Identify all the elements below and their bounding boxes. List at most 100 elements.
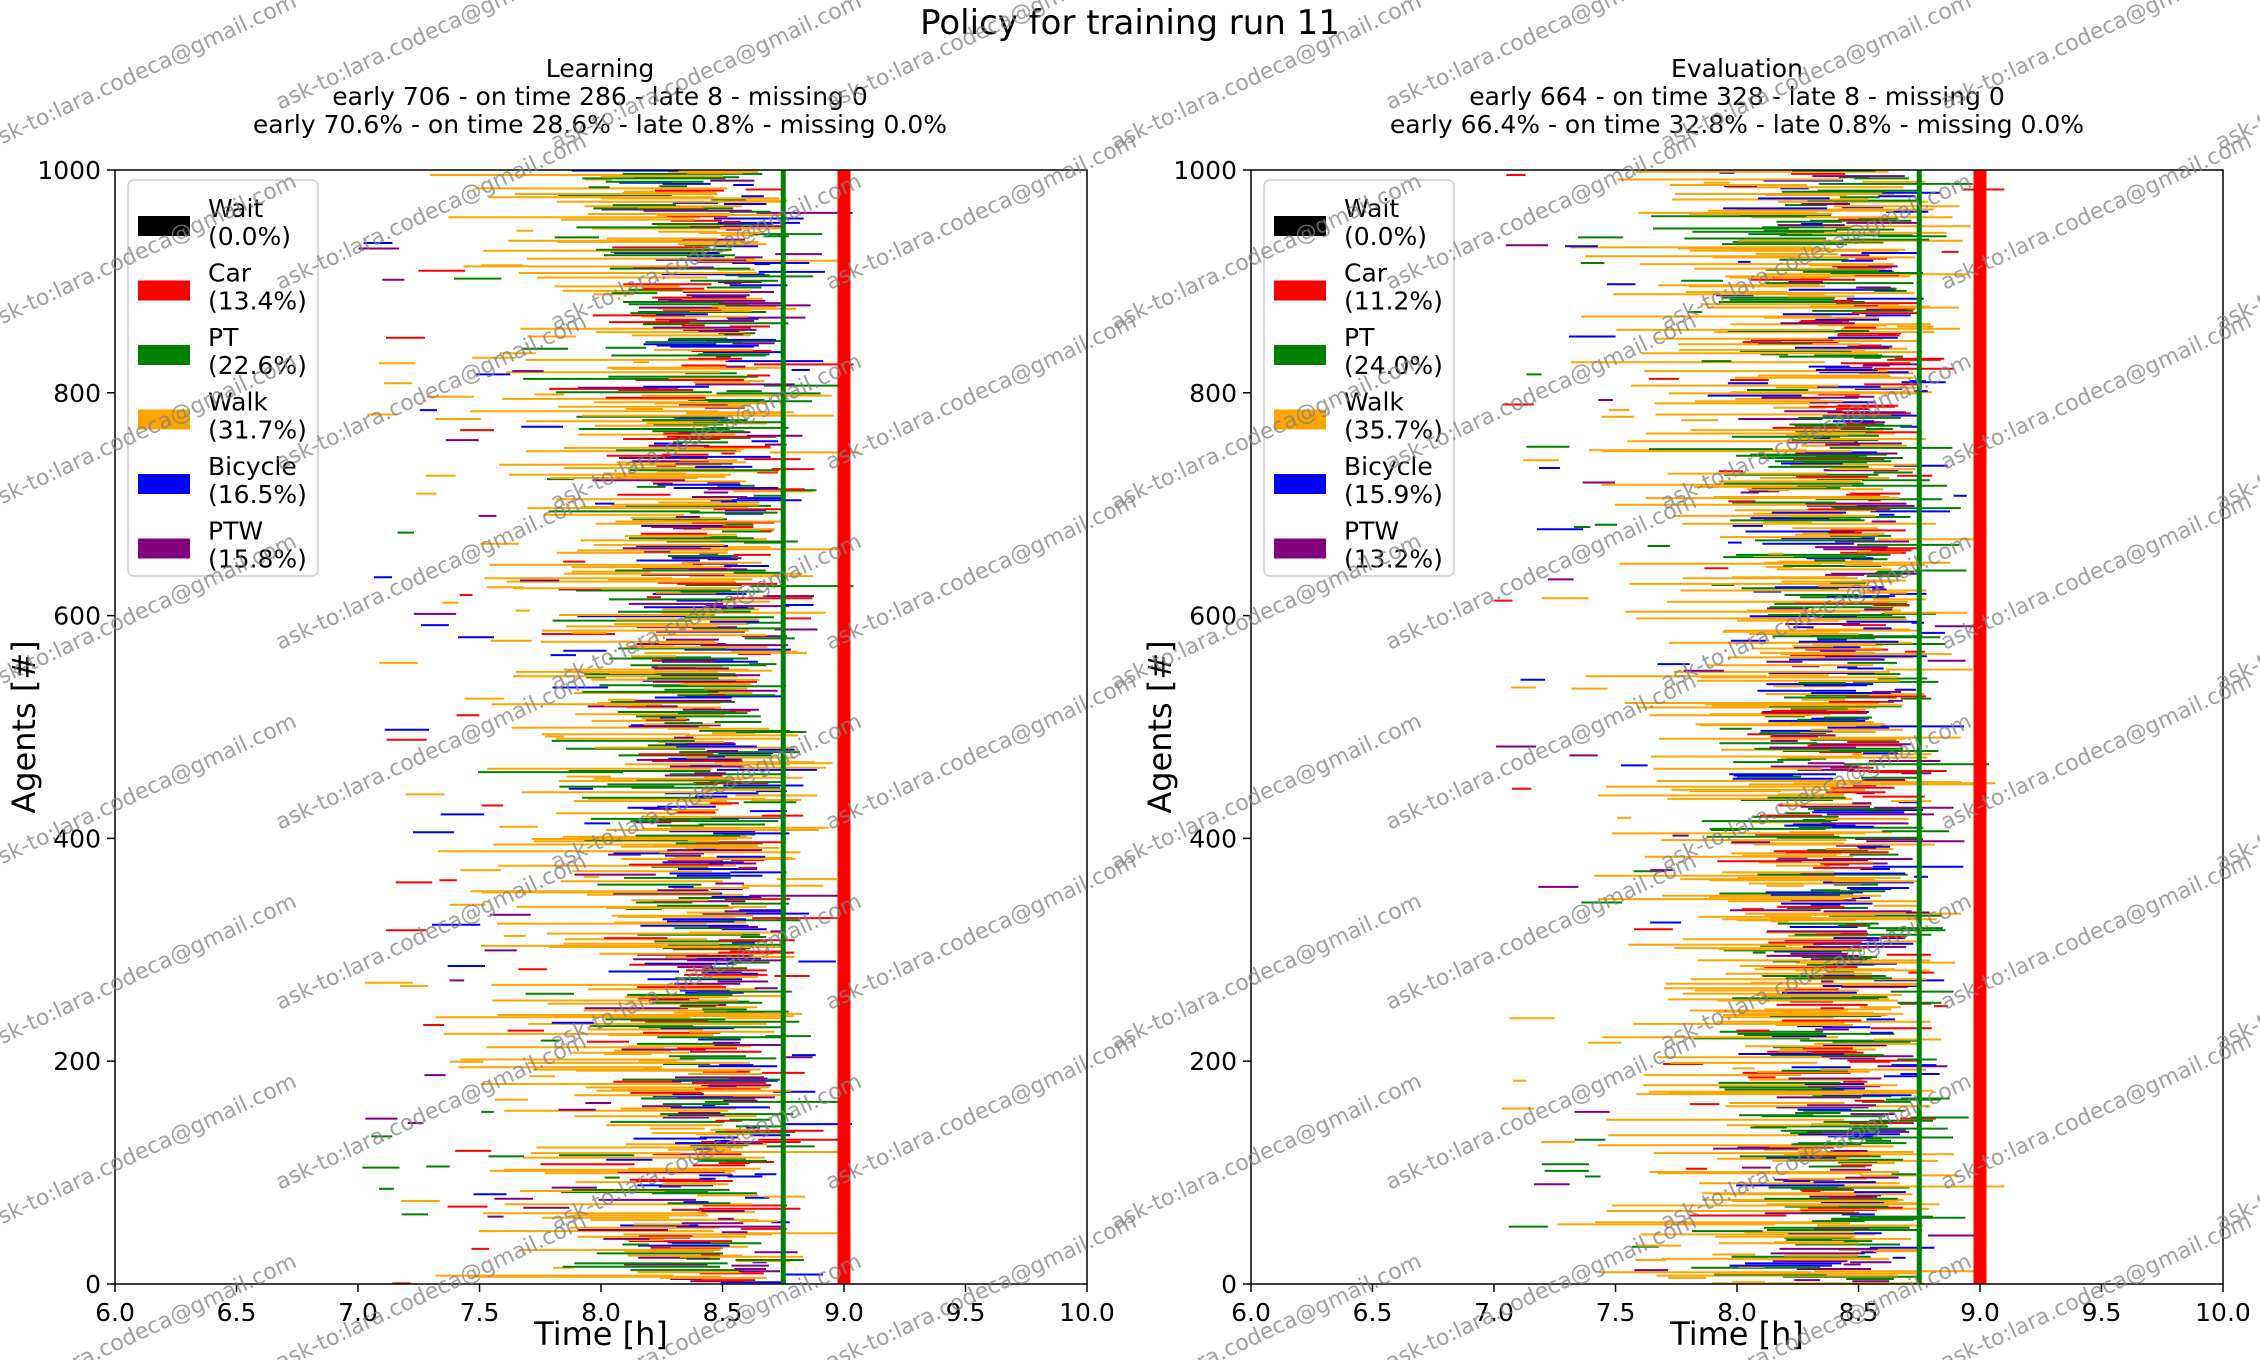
x-tick-label: 6.0 — [95, 1298, 135, 1327]
x-tick-label: 9.0 — [1960, 1298, 2000, 1327]
watermark-text: ask-to:lara.codeca@gmail.com — [822, 669, 1141, 835]
watermark-text: ask-to:lara.codeca@gmail.com — [2212, 169, 2260, 335]
x-tick-label: 6.0 — [1231, 1298, 1271, 1327]
watermark-text: ask-to:lara.codeca@gmail.com — [822, 309, 1141, 475]
y-tick-label: 0 — [85, 1270, 101, 1299]
legend-label: Bicycle — [1344, 452, 1433, 481]
legend-label: Wait — [1344, 194, 1399, 223]
legend-swatch-bicycle — [1274, 474, 1326, 494]
watermark-text: ask-to:lara.codeca@gmail.com — [2212, 529, 2260, 695]
watermark-text: ask-to:lara.codeca@gmail.com — [1107, 1069, 1426, 1235]
watermark-text: ask-to:lara.codeca@gmail.com — [1107, 889, 1426, 1055]
legend-label: Bicycle — [208, 452, 297, 481]
x-tick-label: 9.0 — [824, 1298, 864, 1327]
legend-share: (13.2%) — [1344, 545, 1443, 574]
legend-label: PT — [1344, 323, 1375, 352]
watermark-text: ask-to:lara.codeca@gmail.com — [0, 1069, 301, 1235]
watermark-text: ask-to:lara.codeca@gmail.com — [1382, 669, 1701, 835]
x-tick-label: 10.0 — [1059, 1298, 1115, 1327]
legend-swatch-pt — [1274, 345, 1326, 365]
subplot-summary-line: early 70.6% - on time 28.6% - late 0.8% … — [253, 110, 947, 139]
watermark-text: ask-to:lara.codeca@gmail.com — [2212, 349, 2260, 515]
watermark-text: ask-to:lara.codeca@gmail.com — [822, 1029, 1141, 1195]
watermark-text: ask-to:lara.codeca@gmail.com — [2212, 0, 2260, 155]
legend-share: (22.6%) — [208, 351, 307, 380]
legend-share: (0.0%) — [1344, 222, 1427, 251]
x-tick-label: 6.5 — [217, 1298, 257, 1327]
legend-share: (16.5%) — [208, 480, 307, 509]
subplot-title: Evaluation — [1671, 54, 1803, 83]
legend-swatch-wait — [138, 216, 190, 236]
subplot-title: Learning — [546, 54, 655, 83]
x-tick-label: 9.5 — [2082, 1298, 2122, 1327]
legend-label: Wait — [208, 194, 263, 223]
watermark-text: ask-to:lara.codeca@gmail.com — [2212, 1069, 2260, 1235]
subplot-summary-line: early 706 - on time 286 - late 8 - missi… — [332, 82, 868, 111]
legend-swatch-ptw — [138, 538, 190, 559]
watermark-text: ask-to:lara.codeca@gmail.com — [822, 129, 1141, 295]
watermark-text: ask-to:lara.codeca@gmail.com — [0, 889, 301, 1055]
x-tick-label: 8.0 — [1717, 1298, 1757, 1327]
legend-label: Walk — [1344, 388, 1404, 417]
legend-label: PTW — [1344, 517, 1399, 546]
watermark-text: ask-to:lara.codeca@gmail.com — [1382, 1029, 1701, 1195]
legend-swatch-ptw — [1274, 538, 1326, 559]
legend-swatch-walk — [1274, 409, 1326, 430]
watermark-text: ask-to:lara.codeca@gmail.com — [2212, 709, 2260, 875]
legend-share: (11.2%) — [1344, 287, 1443, 316]
legend-share: (13.4%) — [208, 287, 307, 316]
legend-swatch-bicycle — [138, 474, 190, 494]
legend-label: PTW — [208, 517, 263, 546]
y-tick-label: 400 — [1189, 824, 1237, 853]
y-tick-label: 200 — [1189, 1047, 1237, 1076]
legend-label: Car — [208, 259, 252, 288]
legend-swatch-car — [138, 280, 190, 301]
x-tick-label: 10.0 — [2195, 1298, 2251, 1327]
watermark-text: ask-to:lara.codeca@gmail.com — [1657, 349, 1976, 515]
legend-swatch-walk — [138, 409, 190, 430]
y-tick-label: 200 — [53, 1047, 101, 1076]
trip-bars — [358, 169, 859, 1285]
y-tick-label: 400 — [53, 824, 101, 853]
legend-share: (15.8%) — [208, 545, 307, 574]
legend-label: PT — [208, 323, 239, 352]
legend-share: (35.7%) — [1344, 416, 1443, 445]
legend: Wait(0.0%) Car(11.2%) PT(24.0%) Walk(35.7%)… — [1263, 179, 1455, 577]
x-tick-label: 8.5 — [703, 1298, 743, 1327]
trip-bars — [1494, 169, 2005, 1285]
legend-share: (0.0%) — [208, 222, 291, 251]
y-tick-label: 600 — [1189, 602, 1237, 631]
subplot-summary-line: early 664 - on time 328 - late 8 - missi… — [1469, 82, 2005, 111]
y-tick-label: 1000 — [1173, 156, 1237, 185]
legend-label: Car — [1344, 259, 1388, 288]
figure-title: Policy for training run 11 — [920, 3, 1340, 43]
y-tick-label: 800 — [1189, 379, 1237, 408]
legend: Wait(0.0%) Car(13.4%) PT(22.6%) Walk(31.7%)… — [127, 179, 319, 577]
watermark-text: ask-to:lara.codeca@gmail.com — [272, 849, 591, 1015]
legend-swatch-car — [1274, 280, 1326, 301]
subplot-summary-line: early 66.4% - on time 32.8% - late 0.8% … — [1390, 110, 2084, 139]
watermark-text: ask-to:lara.codeca@gmail.com — [822, 489, 1141, 655]
legend-share: (24.0%) — [1344, 351, 1443, 380]
watermark-text: ask-to:lara.codeca@gmail.com — [1382, 849, 1701, 1015]
watermark-text: ask-to:lara.codeca@gmail.com — [822, 849, 1141, 1015]
x-tick-label: 6.5 — [1353, 1298, 1393, 1327]
legend-share: (31.7%) — [208, 416, 307, 445]
y-axis-label: Agents [#] — [5, 640, 43, 813]
y-tick-label: 0 — [1221, 1270, 1237, 1299]
y-tick-label: 600 — [53, 602, 101, 631]
x-axis-label: Time [h] — [533, 1315, 668, 1353]
legend-share: (15.9%) — [1344, 480, 1443, 509]
x-tick-label: 7.5 — [460, 1298, 500, 1327]
legend-swatch-wait — [1274, 216, 1326, 236]
x-tick-label: 8.5 — [1839, 1298, 1879, 1327]
watermark-text: ask-to:lara.codeca@gmail.com — [272, 669, 591, 835]
x-tick-label: 8.0 — [581, 1298, 621, 1327]
watermark-text: ask-to:lara.codeca@gmail.com — [0, 709, 301, 875]
x-tick-label: 7.0 — [1474, 1298, 1514, 1327]
x-tick-label: 7.0 — [338, 1298, 378, 1327]
legend-swatch-pt — [138, 345, 190, 365]
